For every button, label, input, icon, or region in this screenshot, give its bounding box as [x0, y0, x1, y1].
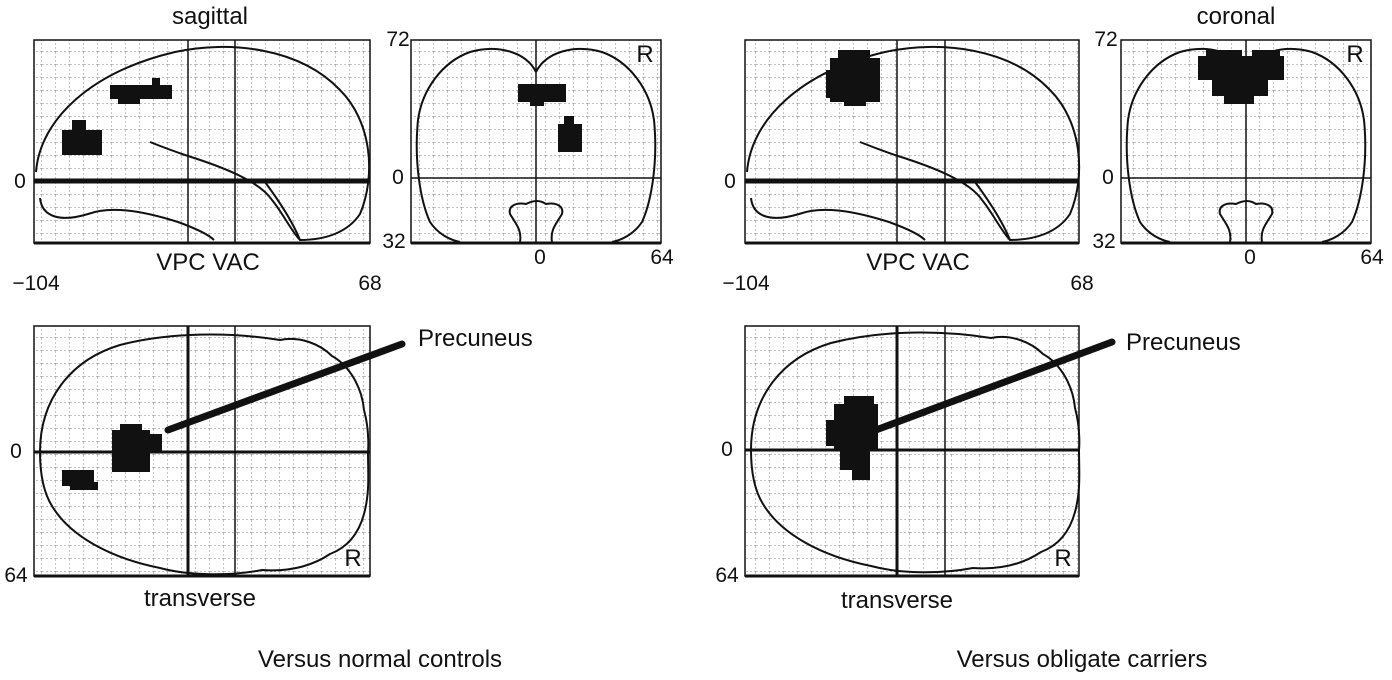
right-side-marker: R: [636, 41, 653, 68]
tick-y-bottom: 32: [382, 230, 405, 253]
sagittal-view: VPC VAC 0 −104 68: [722, 39, 1094, 295]
activation-blob: [1198, 50, 1284, 104]
annotation-pointer: [164, 340, 406, 434]
transverse-view: Precuneus 0 64 R transverse: [4, 325, 532, 612]
activation-blob: [826, 396, 878, 480]
tick-y-zero: 0: [1102, 166, 1114, 189]
tick-y-zero: 0: [392, 166, 404, 189]
annotation-precuneus: Precuneus: [418, 325, 533, 352]
tick-x-max: 64: [1360, 246, 1384, 269]
tick-x-min: −104: [12, 272, 60, 295]
brain-outline-transverse: [749, 331, 1081, 574]
tick-y-top: 72: [1094, 28, 1117, 51]
axis-label-vpc-vac: VPC VAC: [866, 249, 970, 276]
transverse-title: transverse: [144, 585, 256, 612]
tick-x-max: 64: [650, 246, 674, 269]
brain-outline-transverse: [38, 333, 370, 576]
tick-x-min: −104: [722, 272, 770, 295]
tick-y-zero: 0: [14, 170, 26, 193]
brain-outline-sagittal: [35, 45, 371, 242]
activation-blob: [62, 78, 172, 155]
right-side-marker: R: [1054, 545, 1071, 572]
brain-outline-coronal: [1125, 47, 1367, 243]
brain-outline-coronal: [415, 47, 657, 243]
tick-y-zero: 0: [724, 170, 736, 193]
transverse-view: Precuneus 0 64 R transverse: [715, 325, 1241, 614]
tick-y-bottom: 64: [715, 564, 739, 587]
panel-left: sagittal VPC VAC 0 −104 68 72 0 32 0 6: [4, 3, 674, 673]
annotation-precuneus: Precuneus: [1126, 329, 1241, 356]
right-side-marker: R: [344, 545, 361, 572]
right-side-marker: R: [1346, 41, 1363, 68]
tick-y-zero: 0: [10, 440, 22, 463]
tick-x-max: 68: [358, 272, 381, 295]
sagittal-title: sagittal: [172, 3, 248, 30]
activation-blob: [62, 424, 162, 490]
axis-label-vpc-vac: VPC VAC: [156, 249, 260, 276]
tick-y-zero: 0: [721, 438, 733, 461]
transverse-title: transverse: [841, 587, 953, 614]
panel-caption: Versus normal controls: [258, 646, 502, 673]
tick-x-max: 68: [1070, 272, 1093, 295]
tick-y-bottom: 32: [1092, 230, 1115, 253]
tick-x-zero: 0: [1244, 246, 1256, 269]
tick-x-zero: 0: [534, 246, 546, 269]
panel-right: VPC VAC 0 −104 68 72 0 32 0 64: [715, 3, 1384, 673]
coronal-view: 72 0 32 0 64 R coronal: [1092, 3, 1384, 269]
annotation-pointer: [872, 338, 1116, 434]
sagittal-view: sagittal VPC VAC 0 −104 68: [12, 3, 381, 295]
tick-y-bottom: 64: [4, 564, 28, 587]
coronal-view: 72 0 32 0 64 R: [382, 28, 674, 269]
panel-caption: Versus obligate carriers: [957, 646, 1208, 673]
tick-y-top: 72: [386, 28, 409, 51]
activation-blob: [518, 84, 582, 152]
coronal-title: coronal: [1197, 3, 1276, 30]
activation-blob: [826, 50, 880, 106]
